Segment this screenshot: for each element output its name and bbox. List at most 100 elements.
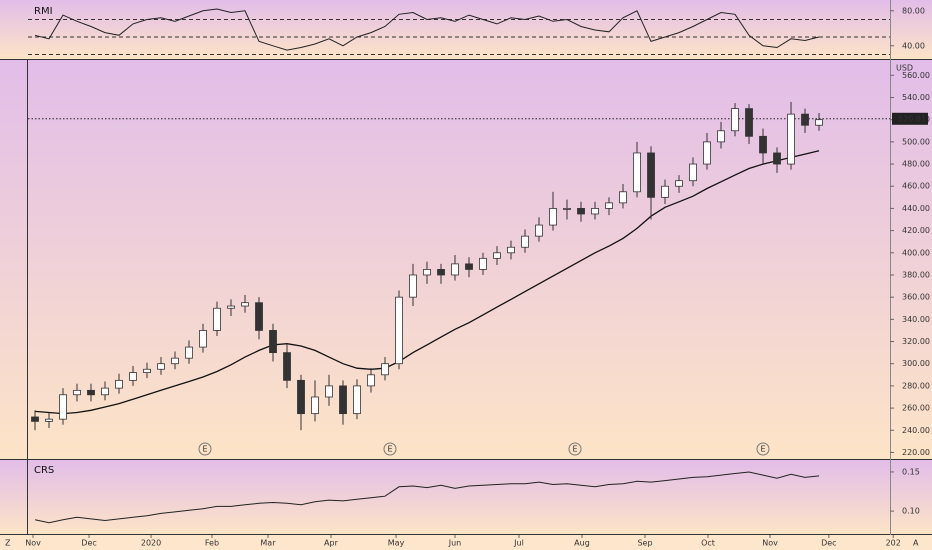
y-tick-label: 540.00	[902, 93, 930, 102]
candle-body	[745, 108, 753, 137]
candle-body	[339, 385, 347, 415]
line-series	[34, 8, 820, 51]
last-price-tag	[892, 112, 928, 125]
y-tick-label: 280.00	[902, 381, 930, 390]
candle-body	[479, 257, 487, 270]
y-tick-label: 400.00	[902, 248, 930, 257]
candle-body	[325, 385, 333, 398]
x-tick-label: Nov	[25, 539, 41, 548]
candle-body	[773, 152, 781, 165]
currency-label: USD	[896, 64, 913, 73]
y-tick-label: 360.00	[902, 293, 930, 302]
candle-body	[311, 396, 319, 415]
candle-body	[409, 274, 417, 298]
candle-body	[787, 113, 795, 165]
candle-body	[395, 296, 403, 365]
rmi-panel	[0, 0, 932, 59]
candle-body	[31, 416, 39, 422]
crs-title: CRS	[34, 465, 54, 476]
y-tick-label: 500.00	[902, 137, 930, 146]
candle-body	[171, 357, 179, 365]
y-tick-label: 240.00	[902, 426, 930, 435]
candle-body	[563, 208, 571, 210]
last-price-label: 520.81	[898, 114, 926, 123]
corner-label: A	[913, 539, 919, 548]
time-axis	[0, 535, 932, 550]
candle-body	[101, 387, 109, 396]
candle-body	[633, 152, 641, 193]
x-tick-label: Mar	[260, 539, 276, 548]
candle-body	[717, 130, 725, 143]
x-tick-label: Dec	[821, 539, 836, 548]
x-tick-label: May	[388, 539, 405, 548]
candle-body	[801, 113, 809, 126]
earnings-label: E	[760, 445, 765, 454]
candle-body	[731, 108, 739, 132]
x-tick-label: 202	[886, 539, 901, 548]
candle-body	[59, 394, 67, 420]
candle-body	[353, 385, 361, 415]
candle-body	[241, 302, 249, 307]
y-tick-label: 80.00	[902, 6, 925, 15]
candle-body	[213, 307, 221, 331]
candle-body	[143, 368, 151, 373]
candle-body	[87, 389, 95, 396]
y-tick-label: 220.00	[902, 448, 930, 457]
candle-body	[549, 208, 557, 226]
x-tick-label: Apr	[324, 539, 339, 548]
x-tick-label: 2020	[141, 539, 161, 548]
candle-body	[521, 235, 529, 248]
candle-body	[367, 374, 375, 387]
y-tick-label: 320.00	[902, 337, 930, 346]
candle-body	[619, 191, 627, 204]
line-series	[34, 150, 820, 415]
earnings-markers: E E E E	[198, 442, 770, 456]
candle-body	[255, 302, 263, 331]
y-tick-label: 480.00	[902, 160, 930, 169]
y-tick-label: 340.00	[902, 315, 930, 324]
y-tick-label: 0.10	[902, 507, 920, 516]
y-tick-label: 460.00	[902, 182, 930, 191]
candle-body	[689, 163, 697, 182]
candle-body	[115, 379, 123, 389]
x-tick-label: Feb	[205, 539, 219, 548]
candle-body	[283, 352, 291, 381]
candle-body	[227, 305, 235, 309]
candle-body	[465, 263, 473, 270]
candle-body	[535, 224, 543, 237]
earnings-label: E	[572, 445, 577, 454]
y-tick-label: 300.00	[902, 359, 930, 368]
candle-body	[381, 363, 389, 376]
candle-body	[661, 185, 669, 198]
candle-body	[605, 202, 613, 209]
candle-body	[129, 372, 137, 381]
x-tick-label: Jul	[513, 539, 524, 548]
line-series	[34, 471, 820, 524]
y-tick-label: 380.00	[902, 270, 930, 279]
candle-body	[493, 252, 501, 259]
rmi-title: RMI	[34, 6, 53, 17]
candle-body	[675, 180, 683, 187]
earnings-marker	[756, 442, 770, 456]
y-tick-label: 440.00	[902, 204, 930, 213]
candle-body	[577, 208, 585, 215]
candle-body	[45, 418, 53, 422]
candle-body	[647, 152, 655, 198]
candle-body	[759, 135, 767, 154]
candle-body	[297, 379, 305, 415]
crs-panel	[0, 460, 932, 534]
earnings-marker	[198, 442, 212, 456]
candle-body	[451, 263, 459, 276]
x-tick-label: Aug	[574, 539, 590, 548]
candle-body	[73, 389, 81, 396]
corner-label: Z	[5, 539, 11, 548]
candle-body	[507, 246, 515, 254]
candle-body	[199, 330, 207, 348]
x-tick-label: Dec	[81, 539, 96, 548]
x-tick-label: Oct	[701, 539, 715, 548]
candle-body	[591, 208, 599, 215]
candle-body	[185, 346, 193, 359]
x-tick-label: Sep	[637, 539, 652, 548]
y-tick-label: 0.15	[902, 467, 920, 476]
candle-body	[269, 330, 277, 354]
